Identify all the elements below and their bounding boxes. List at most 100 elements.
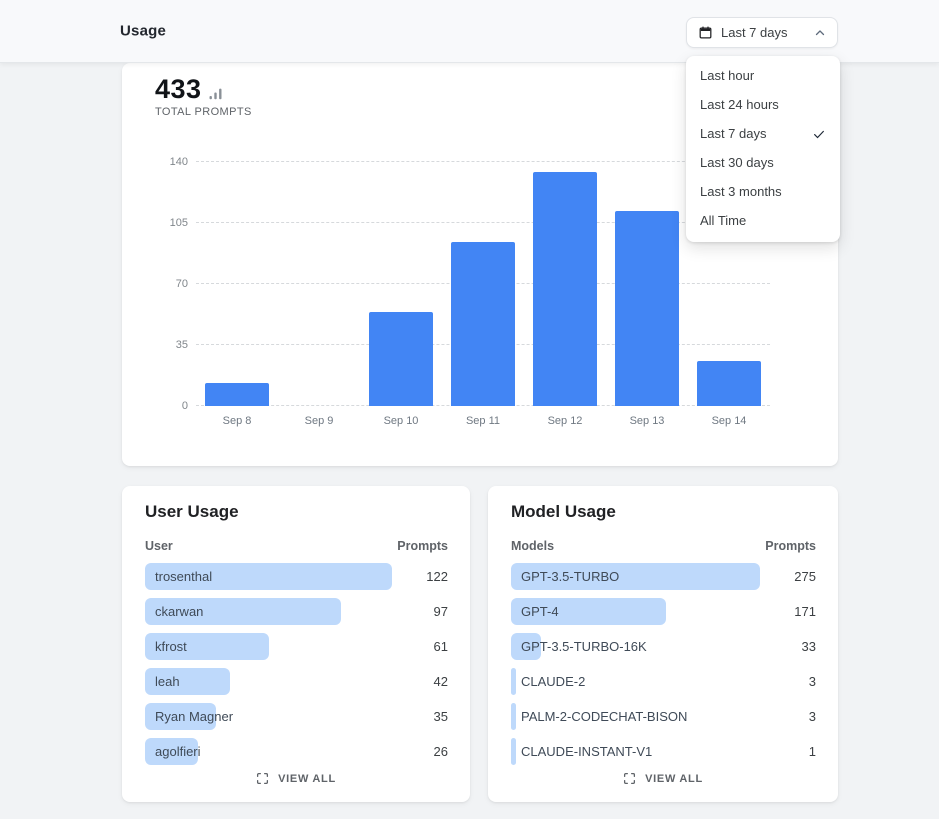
bar[interactable] [369, 311, 433, 406]
usage-row-label: GPT-4 [521, 604, 559, 619]
usage-bar [511, 563, 760, 590]
usage-bar [511, 668, 516, 695]
usage-bar [145, 563, 392, 590]
date-range-value: Last 7 days [721, 25, 788, 40]
x-tick-label: Sep 11 [465, 415, 501, 427]
usage-row-label: trosenthal [155, 569, 213, 584]
view-all-models-button[interactable]: VIEW ALL [488, 772, 838, 785]
model-usage-card: Model Usage Models Prompts GPT-3.5-TURBO… [488, 486, 838, 802]
usage-bar [511, 598, 666, 625]
y-tick-label: 70 [175, 278, 188, 290]
usage-bar-track [145, 703, 392, 730]
x-tick-label: Sep 13 [629, 415, 665, 427]
usage-bar-track [511, 703, 760, 730]
usage-bar-track [511, 598, 760, 625]
usage-row: CLAUDE-2 3 [511, 668, 816, 695]
usage-bar [511, 738, 516, 765]
expand-icon [623, 772, 636, 785]
bar-slot-sep-12 [524, 162, 606, 406]
bar-slot-sep-10 [360, 162, 442, 406]
usage-bar-track [511, 633, 760, 660]
menu-item-label: Last 7 days [700, 126, 767, 141]
usage-bar-track [145, 598, 392, 625]
bar[interactable] [615, 210, 679, 406]
menu-item-last-24-hours[interactable]: Last 24 hours [686, 90, 840, 119]
usage-row-value: 42 [433, 674, 448, 689]
usage-row-value: 26 [433, 744, 448, 759]
usage-row: kfrost 61 [145, 633, 448, 660]
usage-row: ckarwan 97 [145, 598, 448, 625]
bar-chart-icon [209, 86, 224, 100]
chevron-up-icon [814, 27, 826, 39]
user-usage-rows: trosenthal 122 ckarwan 97 kfrost 61 leah 42 Ryan… [145, 563, 448, 773]
usage-row-label: kfrost [155, 639, 187, 654]
usage-row-label: CLAUDE-INSTANT-V1 [521, 744, 653, 759]
usage-row-value: 97 [433, 604, 448, 619]
model-usage-column-headers: Models Prompts [511, 539, 816, 553]
usage-row-value: 122 [426, 569, 448, 584]
usage-bar-track [145, 633, 392, 660]
usage-row-label: Ryan Magner [155, 709, 234, 724]
bar-slot-sep-11 [442, 162, 524, 406]
usage-row: Ryan Magner 35 [145, 703, 448, 730]
menu-item-all-time[interactable]: All Time [686, 206, 840, 235]
usage-bar-track [145, 668, 392, 695]
x-tick-label: Sep 8 [222, 415, 252, 427]
expand-icon [256, 772, 269, 785]
usage-bar [145, 598, 342, 625]
menu-item-last-7-days[interactable]: Last 7 days [686, 119, 840, 148]
usage-row: trosenthal 122 [145, 563, 448, 590]
user-usage-card: User Usage User Prompts trosenthal 122 cka… [122, 486, 470, 802]
usage-bar [511, 703, 516, 730]
usage-row-label: GPT-3.5-TURBO-16K [521, 639, 647, 654]
x-tick-label: Sep 12 [547, 415, 583, 427]
x-tick-label: Sep 14 [711, 415, 747, 427]
y-tick-label: 105 [169, 217, 188, 229]
bar-chart-plot [196, 161, 770, 406]
bar-chart-xlabels: Sep 8 Sep 9 Sep 10 Sep 11 Sep 12 Sep 13 Sep 14 [196, 415, 770, 427]
usage-row-label: leah [155, 674, 180, 689]
usage-row-label: GPT-3.5-TURBO [521, 569, 620, 584]
bars [196, 162, 770, 406]
usage-row-value: 171 [794, 604, 816, 619]
user-usage-title: User Usage [145, 502, 239, 521]
usage-row: GPT-3.5-TURBO-16K 33 [511, 633, 816, 660]
usage-bar-track [511, 563, 760, 590]
total-prompts-stat: 433 TOTAL PROMPTS [155, 74, 252, 118]
menu-item-last-hour[interactable]: Last hour [686, 61, 840, 90]
bar[interactable] [451, 242, 515, 406]
column-header-user: User [145, 539, 173, 553]
menu-item-last-3-months[interactable]: Last 3 months [686, 177, 840, 206]
gridline [196, 222, 770, 223]
usage-row: CLAUDE-INSTANT-V1 1 [511, 738, 816, 765]
total-prompts-label: TOTAL PROMPTS [155, 106, 252, 118]
usage-row-value: 35 [433, 709, 448, 724]
menu-item-label: All Time [700, 213, 747, 228]
total-prompts-value: 433 [155, 74, 202, 104]
usage-bar-track [511, 738, 760, 765]
bar[interactable] [205, 383, 269, 406]
usage-row-value: 3 [808, 674, 816, 689]
view-all-users-button[interactable]: VIEW ALL [122, 772, 470, 785]
usage-row: PALM-2-CODECHAT-BISON 3 [511, 703, 816, 730]
usage-bar [145, 703, 216, 730]
bar[interactable] [697, 360, 761, 406]
column-header-prompts: Prompts [765, 539, 816, 553]
usage-bar [511, 633, 541, 660]
menu-item-last-30-days[interactable]: Last 30 days [686, 148, 840, 177]
usage-row-label: agolfieri [155, 744, 201, 759]
date-range-button[interactable]: Last 7 days [686, 17, 838, 48]
usage-row-value: 61 [433, 639, 448, 654]
column-header-models: Models [511, 539, 555, 553]
page-header: Usage Last 7 days [0, 0, 939, 62]
x-tick-label: Sep 10 [383, 415, 419, 427]
calendar-icon [698, 25, 713, 40]
usage-row-label: CLAUDE-2 [521, 674, 586, 689]
y-tick-label: 0 [181, 400, 188, 412]
bar-chart-yaxis: 0 35 70 105 140 [142, 156, 188, 412]
usage-row-label: ckarwan [155, 604, 204, 619]
bar[interactable] [533, 172, 597, 406]
usage-bar [145, 633, 269, 660]
view-all-label: VIEW ALL [645, 772, 703, 785]
page-title: Usage [120, 22, 167, 40]
